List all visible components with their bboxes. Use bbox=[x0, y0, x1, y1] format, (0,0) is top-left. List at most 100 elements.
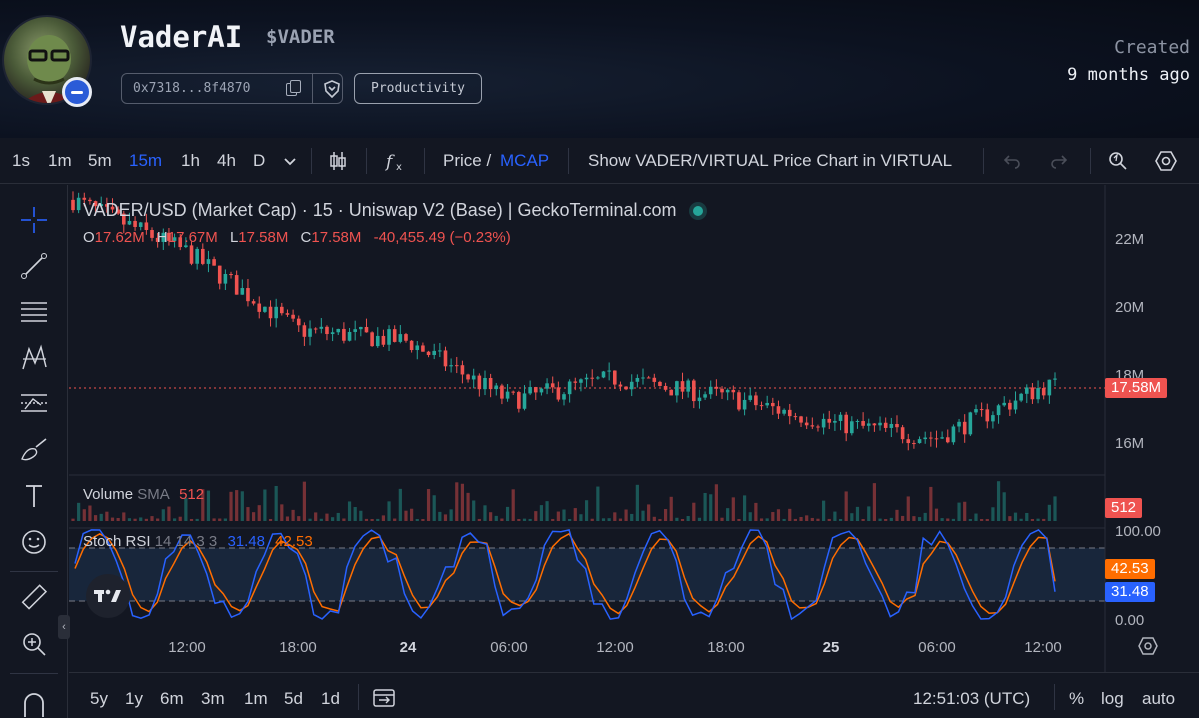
interval-5m[interactable]: 5m bbox=[88, 151, 112, 170]
utc-clock[interactable]: 12:51:03 (UTC) bbox=[913, 689, 1031, 708]
range-5y[interactable]: 5y bbox=[90, 689, 108, 708]
candle-body bbox=[71, 199, 75, 211]
brush-icon[interactable] bbox=[17, 433, 51, 467]
candle-body bbox=[99, 204, 104, 207]
volume-bar bbox=[1047, 504, 1051, 521]
forecast-icon[interactable] bbox=[17, 387, 51, 421]
collapse-toolbar-icon[interactable]: ‹ bbox=[58, 615, 70, 639]
volume-bar bbox=[438, 511, 442, 521]
interval-d[interactable]: D bbox=[253, 151, 266, 170]
volume-bar bbox=[556, 511, 560, 521]
candle-body bbox=[229, 273, 233, 276]
interval-1m[interactable]: 1m bbox=[48, 151, 72, 170]
settings-icon[interactable] bbox=[1154, 149, 1178, 173]
chart-settings-icon[interactable] bbox=[1137, 635, 1159, 657]
volume-bar bbox=[319, 518, 323, 521]
volume-bar bbox=[534, 511, 538, 521]
volume-bar bbox=[398, 488, 402, 521]
candle-body bbox=[612, 370, 617, 385]
toolbar-separator bbox=[983, 148, 984, 174]
created-value: 9 months ago bbox=[1067, 65, 1190, 85]
emoji-icon[interactable] bbox=[17, 525, 51, 559]
candle-body bbox=[883, 422, 888, 428]
volume-bar bbox=[980, 519, 984, 521]
candle-body bbox=[178, 237, 183, 248]
ruler-icon[interactable] bbox=[17, 581, 51, 615]
candles-icon[interactable] bbox=[326, 149, 350, 173]
pattern-icon[interactable] bbox=[17, 341, 51, 375]
stoch-d-value: 42.53 bbox=[275, 533, 313, 550]
redo-icon[interactable] bbox=[1047, 149, 1071, 173]
candle-body bbox=[438, 350, 442, 352]
candle-body bbox=[263, 306, 267, 312]
volume-bar bbox=[280, 504, 284, 521]
candle-body bbox=[274, 306, 278, 319]
volume-bar bbox=[901, 515, 905, 521]
candle-body bbox=[929, 437, 933, 439]
volume-bar bbox=[737, 518, 741, 521]
volume-bar bbox=[505, 506, 510, 521]
range-6m[interactable]: 6m bbox=[160, 689, 184, 708]
range-1y[interactable]: 1y bbox=[125, 689, 143, 708]
interval-1s[interactable]: 1s bbox=[12, 151, 30, 170]
interval-15m[interactable]: 15m bbox=[129, 151, 163, 170]
candle-body bbox=[545, 383, 549, 389]
chevron-down-icon[interactable] bbox=[278, 149, 302, 173]
price-chart-svg[interactable] bbox=[69, 185, 1199, 672]
volume-bar bbox=[127, 518, 132, 521]
undo-icon[interactable] bbox=[1000, 149, 1024, 173]
tradingview-logo[interactable] bbox=[86, 574, 130, 618]
date-range-icon[interactable] bbox=[371, 686, 397, 708]
quick-search-icon[interactable] bbox=[1106, 149, 1130, 173]
volume-bar bbox=[376, 518, 380, 521]
volume-bar bbox=[359, 510, 363, 521]
auto-toggle[interactable]: auto bbox=[1142, 689, 1176, 708]
current-price-tag: 17.58M bbox=[1105, 378, 1168, 398]
volume-bar bbox=[455, 482, 459, 521]
mcap-toggle[interactable]: MCAP bbox=[500, 151, 550, 170]
text-tool-icon[interactable] bbox=[17, 479, 51, 513]
volume-bar bbox=[517, 518, 521, 521]
interval-1h[interactable]: 1h bbox=[181, 151, 200, 170]
candle-body bbox=[1002, 402, 1007, 406]
volume-bar bbox=[946, 518, 950, 521]
range-3m[interactable]: 3m bbox=[201, 689, 225, 708]
copy-icon[interactable] bbox=[283, 79, 302, 99]
volume-bar bbox=[218, 518, 222, 521]
candle-body bbox=[404, 334, 408, 341]
toolbar-separator bbox=[1090, 148, 1091, 174]
log-toggle[interactable]: log bbox=[1101, 689, 1124, 708]
category-tag[interactable]: Productivity bbox=[354, 73, 482, 104]
volume-bar bbox=[991, 507, 995, 521]
percent-toggle[interactable]: % bbox=[1069, 689, 1085, 708]
zoom-in-icon[interactable] bbox=[17, 627, 51, 661]
volume-bar bbox=[1053, 496, 1057, 521]
interval-4h[interactable]: 4h bbox=[217, 151, 236, 170]
range-5d[interactable]: 5d bbox=[284, 689, 303, 708]
volume-bar bbox=[963, 501, 967, 521]
candle-body bbox=[488, 378, 493, 390]
candle-body bbox=[234, 275, 239, 295]
price-toggle[interactable]: Price / bbox=[443, 151, 492, 170]
volume-bar bbox=[652, 516, 656, 521]
candle-body bbox=[257, 303, 262, 312]
candle-body bbox=[195, 248, 199, 264]
horizontal-lines-icon[interactable] bbox=[17, 295, 51, 329]
candle-body bbox=[692, 380, 696, 402]
volume-bar bbox=[692, 502, 696, 521]
volume-bar bbox=[161, 509, 165, 521]
show-virtual-chart-button[interactable]: Show VADER/VIRTUAL Price Chart in VIRTUA… bbox=[588, 151, 953, 170]
candle-body bbox=[1030, 387, 1035, 400]
volume-label: Volume bbox=[83, 486, 134, 503]
candle-body bbox=[607, 370, 611, 372]
volume-bar bbox=[923, 512, 927, 521]
explorer-icon[interactable] bbox=[321, 78, 342, 100]
magnet-icon[interactable] bbox=[17, 685, 51, 718]
volume-bar bbox=[449, 509, 453, 521]
trend-line-icon[interactable] bbox=[17, 249, 51, 283]
range-1d[interactable]: 1d bbox=[321, 689, 340, 708]
crosshair-icon[interactable] bbox=[17, 203, 51, 237]
range-1m[interactable]: 1m bbox=[244, 689, 268, 708]
candle-body bbox=[161, 232, 166, 242]
